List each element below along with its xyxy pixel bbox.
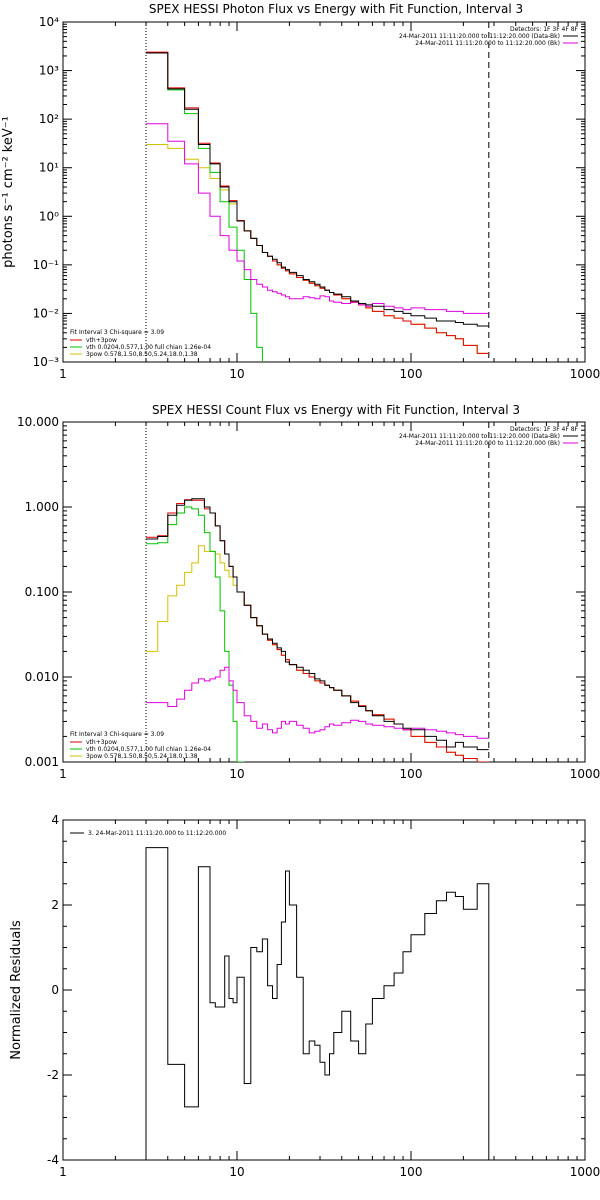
photon-xtick-label: 10 xyxy=(229,367,244,381)
photon-xtick-label: 100 xyxy=(400,367,423,381)
count-flux-frame xyxy=(62,421,586,763)
photon-ytick-label: 10⁻³ xyxy=(33,355,60,369)
count-flux-panel: SPEX HESSI Count Flux vs Energy with Fit… xyxy=(17,403,600,781)
count-legend-fit: Fit Interval 3 Chi-square = 3.09 xyxy=(70,731,164,738)
count-flux-title: SPEX HESSI Count Flux vs Energy with Fit… xyxy=(152,403,520,417)
photon-legend-detectors: Detectors: 1F 3F 4F 8F xyxy=(510,26,579,33)
residuals-frame xyxy=(62,819,586,1161)
photon-flux-title: SPEX HESSI Photon Flux vs Energy with Fi… xyxy=(149,2,523,16)
count-xtick-label: 1 xyxy=(59,767,67,781)
residuals-ytick-label: -4 xyxy=(47,1153,59,1167)
count-legend-data-bk: 24-Mar-2011 11:11:20.000 to 11:12:20.000… xyxy=(399,433,560,440)
photon-ytick-label: 10⁻¹ xyxy=(33,258,60,272)
count-legend-3pow: 3pow 0.578,1.50,8.50,5.24,18.0,1.38 xyxy=(86,753,198,760)
count-ytick-label: 10.000 xyxy=(17,415,59,429)
residuals-ytick-label: 0 xyxy=(51,983,59,997)
photon-xtick-label: 1000 xyxy=(570,367,600,381)
count-series-24-mar-2011-11-11-20-000-to-11-12-20-000 xyxy=(146,498,489,751)
count-ytick-label: 1.000 xyxy=(25,500,59,514)
photon-series-24-mar-2011-11-11-20-000-to-11-12-20-000 xyxy=(146,123,489,314)
photon-series-24-mar-2011-11-11-20-000-to-11-12-20-000 xyxy=(146,52,489,327)
residuals-ytick-label: 2 xyxy=(51,898,59,912)
count-ytick-label: 0.010 xyxy=(25,670,59,684)
photon-legend-bk: 24-Mar-2011 11:11:20.000 to 11:12:20.000… xyxy=(415,40,560,47)
photon-legend-fit: Fit Interval 3 Chi-square = 3.09 xyxy=(70,329,164,336)
residuals-xtick-label: 1 xyxy=(59,1165,67,1179)
photon-flux-frame xyxy=(62,21,586,363)
photon-series-vth-3pow xyxy=(146,51,489,354)
residuals-xtick-label: 10 xyxy=(229,1165,244,1179)
count-series-3pow-0-578-1-50-8-50-5-24-18-0-1-38 xyxy=(146,545,489,762)
count-legend-bk: 24-Mar-2011 11:11:20.000 to 11:12:20.000… xyxy=(415,440,560,447)
photon-legend-3pow: 3pow 0.578,1.50,8.50,5.24,18.0,1.38 xyxy=(86,351,198,358)
count-legend-total: vth+3pow xyxy=(86,739,117,746)
count-xtick-label: 100 xyxy=(400,767,423,781)
count-series-vth-0-0204-0-577-1-00-full-chian-1-26e-0 xyxy=(146,506,245,762)
residuals-panel: Normalized Residuals 3. 24-Mar-2011 11:1… xyxy=(9,813,600,1179)
photon-legend-total: vth+3pow xyxy=(86,337,117,344)
photon-series-vth-0-0204-0-577-1-00-full-chian-1-26e-0 xyxy=(146,52,263,362)
count-xtick-label: 1000 xyxy=(570,767,600,781)
photon-flux-panel: SPEX HESSI Photon Flux vs Energy with Fi… xyxy=(1,2,600,381)
photon-ytick-label: 10³ xyxy=(39,64,59,78)
residuals-xtick-label: 1000 xyxy=(570,1165,600,1179)
residuals-ytick-label: 4 xyxy=(51,813,59,827)
photon-xtick-label: 1 xyxy=(59,367,67,381)
count-series-24-mar-2011-11-11-20-000-to-11-12-20-000 xyxy=(146,666,489,739)
count-series-vth-3pow xyxy=(146,499,489,762)
photon-legend-data-bk: 24-Mar-2011 11:11:20.000 to 11:12:20.000… xyxy=(399,33,560,40)
photon-legend-vth: vth 0.0204,0.577,1.00 full chian 1.26e-0… xyxy=(86,344,211,351)
residuals-ytick-label: -2 xyxy=(47,1068,59,1082)
photon-ytick-label: 10⁴ xyxy=(39,15,59,29)
count-legend-vth: vth 0.0204,0.577,1.00 full chian 1.26e-0… xyxy=(86,746,211,753)
residuals-ylabel: Normalized Residuals xyxy=(9,920,24,1060)
photon-ytick-label: 10⁻² xyxy=(33,306,60,320)
photon-ytick-label: 10¹ xyxy=(39,161,59,175)
count-ytick-label: 0.100 xyxy=(25,585,59,599)
residuals-legend: 3. 24-Mar-2011 11:11:20.000 to 11:12:20.… xyxy=(88,830,226,837)
photon-ytick-label: 10² xyxy=(39,112,59,126)
residuals-xtick-label: 100 xyxy=(400,1165,423,1179)
photon-flux-ylabel: photons s⁻¹ cm⁻² keV⁻¹ xyxy=(1,116,16,268)
photon-series-3pow-0-578-1-50-8-50-5-24-18-0-1-38 xyxy=(146,144,489,354)
count-legend-detectors: Detectors: 1F 3F 4F 8F xyxy=(510,426,579,433)
photon-ytick-label: 10⁰ xyxy=(39,209,59,223)
residuals-series-3-24-mar-2011-11-11-20-000-to-11-12-20-0 xyxy=(145,847,490,1160)
count-ytick-label: 0.001 xyxy=(25,755,59,769)
count-xtick-label: 10 xyxy=(229,767,244,781)
